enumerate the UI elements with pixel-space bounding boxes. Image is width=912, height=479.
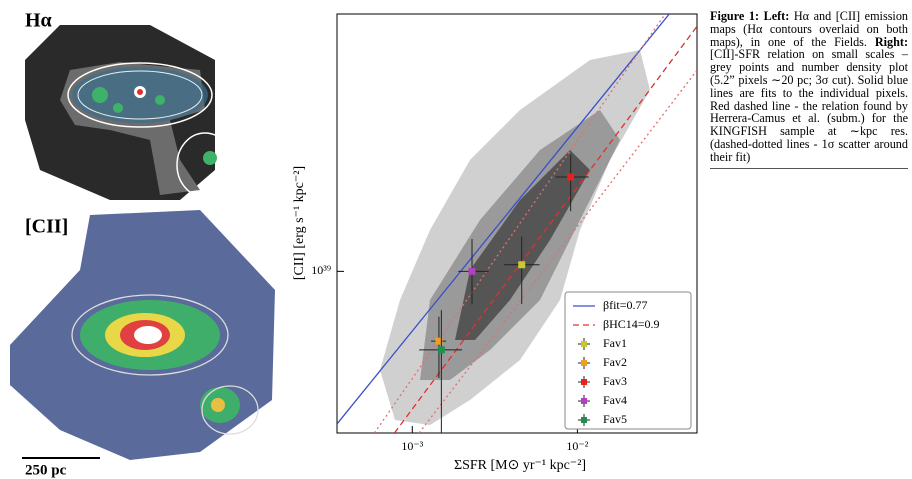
fit-line — [393, 25, 697, 433]
x-tick-label: 10⁻³ — [401, 439, 423, 453]
caption-text: [CII]-SFR relation on small scales – gre… — [710, 47, 908, 164]
legend-label: Fav5 — [603, 412, 627, 426]
map-label: Hα — [25, 10, 52, 32]
point — [437, 346, 445, 354]
cii-map: [CII] 250 pc — [10, 210, 275, 478]
plot: 10⁻³ 10⁻² 10³⁹ βfit=0.77 βHC14=0.9 Fav1 Fav2 Fa… — [311, 14, 697, 453]
map-label: [CII] — [25, 216, 68, 238]
caption: Figure 1: Left: Hα and [CII] emission ma… — [710, 10, 908, 169]
legend-swatch — [581, 360, 587, 366]
y-axis-label: [CII] [erg s⁻¹ kpc⁻²] — [292, 166, 307, 280]
x-axis-label: ΣSFR [M⊙ yr⁻¹ kpc⁻²] — [454, 458, 586, 473]
legend-label: Fav4 — [603, 393, 627, 407]
y-tick-label: 10³⁹ — [311, 263, 331, 277]
scale-label: 250 pc — [25, 462, 67, 478]
legend-label: Fav1 — [603, 336, 627, 350]
caption-right-label: Right: — [874, 34, 909, 49]
plot-frame — [336, 13, 698, 434]
point — [435, 337, 443, 345]
halpha-map: Hα — [25, 10, 234, 200]
caption-text: Hα and [CII] emission maps (Hα contours … — [710, 9, 909, 49]
fit-line — [337, 14, 670, 425]
legend-swatch — [581, 341, 587, 347]
figure: Hα [CII] 250 pc 10⁻³ 10⁻² 10³⁹ βfit=0.77 βHC… — [10, 10, 698, 478]
legend-label: Fav3 — [603, 374, 627, 388]
point — [518, 261, 526, 269]
caption-left-label: Left: — [763, 9, 790, 23]
point — [468, 267, 476, 275]
legend-label: Fav2 — [603, 355, 627, 369]
point — [567, 173, 575, 181]
legend-label: βHC14=0.9 — [603, 317, 660, 331]
fit-line — [418, 69, 697, 433]
caption-label: Figure 1: — [710, 9, 760, 23]
legend-swatch — [581, 379, 587, 385]
legend-box — [564, 291, 692, 430]
legend-swatch — [581, 398, 587, 404]
legend-swatch — [581, 417, 587, 423]
x-tick-label: 10⁻² — [566, 439, 588, 453]
legend-label: βfit=0.77 — [603, 298, 648, 312]
